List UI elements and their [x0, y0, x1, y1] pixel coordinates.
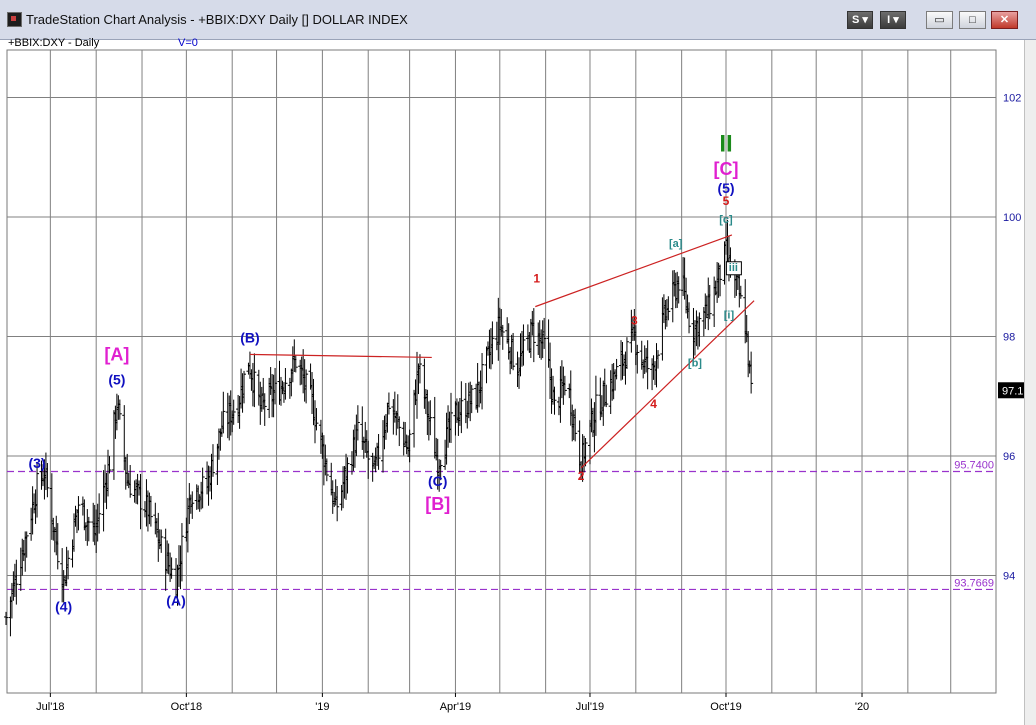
wave-label: (C)	[428, 473, 447, 489]
chart-grid	[6, 49, 997, 694]
volume-label: V=0	[178, 37, 198, 49]
x-tick-label: Apr'19	[440, 701, 471, 713]
wave-label: [i]	[724, 310, 735, 322]
window-title: TradeStation Chart Analysis - +BBIX:DXY …	[26, 12, 408, 27]
s-menu-button[interactable]: S ▾	[847, 11, 873, 29]
wave-label-box	[725, 261, 742, 276]
wave-label: [b]	[688, 357, 702, 369]
last-price-badge	[998, 382, 1024, 399]
wave-label: [A]	[104, 344, 129, 364]
x-tick-label: Jul'19	[576, 701, 604, 713]
x-tick-label: Oct'18	[171, 701, 202, 713]
trendline	[249, 353, 432, 359]
horizontal-level-label: 93.7669	[954, 577, 994, 589]
last-price-label: 97.1	[1002, 385, 1023, 397]
y-tick-label: 94	[1003, 571, 1015, 583]
price-scale-scrollbar[interactable]	[1024, 40, 1036, 725]
trendlines	[249, 234, 755, 469]
elliott-wave-labels: (3)(4)(5)[A](A)(B)(C)[B]1234[a][b][c]5(5…	[28, 130, 742, 614]
axes: Jul'18 Oct'18 '19 Apr'19 Jul'19 Oct'19 '20 102 1…	[36, 93, 1024, 713]
wave-label: iii	[729, 262, 738, 274]
close-button[interactable]: ✕	[991, 11, 1018, 29]
y-tick-label: 96	[1003, 451, 1015, 463]
wave-label: (5)	[108, 371, 125, 387]
support-levels: 95.7400 93.7669	[7, 460, 996, 591]
ohlc-bars	[4, 219, 754, 637]
symbol-label: +BBIX:DXY - Daily	[8, 37, 100, 49]
x-tick-label: '19	[315, 701, 329, 713]
trendline	[535, 234, 733, 308]
trendline	[580, 300, 755, 469]
y-tick-label: 102	[1003, 93, 1021, 105]
wave-label: [a]	[669, 238, 683, 250]
y-tick-label: 100	[1003, 212, 1021, 224]
wave-label: (5)	[717, 180, 734, 196]
wave-label: 4	[650, 397, 657, 411]
i-menu-button[interactable]: I ▾	[880, 11, 906, 29]
wave-label: 1	[533, 272, 540, 286]
wave-label: 5	[723, 194, 730, 208]
horizontal-level-label: 95.7400	[954, 460, 994, 472]
wave-label: [C]	[714, 159, 739, 179]
x-tick-label: Jul'18	[36, 701, 64, 713]
title-bar: TradeStation Chart Analysis - +BBIX:DXY …	[0, 0, 1036, 40]
wave-label: II	[719, 130, 732, 157]
wave-label: (B)	[240, 329, 259, 345]
x-tick-label: Oct'19	[710, 701, 741, 713]
wave-label: (3)	[28, 455, 45, 471]
wave-label: (4)	[55, 598, 72, 614]
wave-label: 3	[631, 314, 638, 328]
restore-button[interactable]: □	[959, 11, 986, 29]
wave-label: 2	[578, 469, 585, 483]
wave-label: [B]	[425, 494, 450, 514]
wave-label: [c]	[719, 214, 733, 226]
plot-frame	[6, 49, 997, 694]
y-tick-label: 98	[1003, 332, 1015, 344]
tradestation-app-icon	[7, 12, 22, 27]
minimize-button[interactable]: ▭	[926, 11, 953, 29]
x-tick-label: '20	[855, 701, 869, 713]
wave-label: (A)	[166, 592, 185, 608]
